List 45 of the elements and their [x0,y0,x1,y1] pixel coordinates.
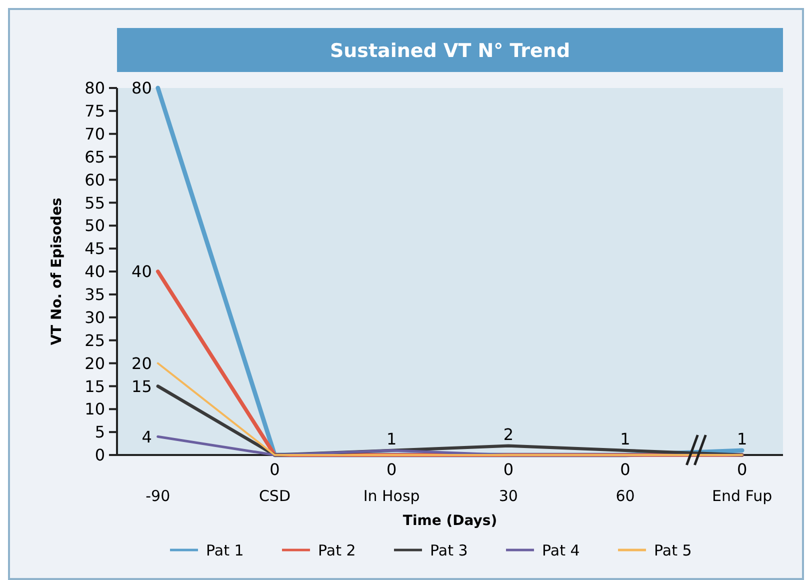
y-tick-label: 35 [84,285,105,304]
legend-label: Pat 2 [318,541,356,560]
x-tick-label: -90 [146,487,170,505]
y-tick-label: 50 [84,216,105,236]
annotation: 0 [503,460,514,479]
annotation: 0 [386,460,397,479]
y-tick-label: 65 [84,147,105,166]
annotation: 4 [142,427,152,446]
y-tick-label: 30 [84,308,105,327]
y-tick-label: 45 [84,239,105,258]
y-tick-label: 10 [84,400,105,419]
y-tick-label: 25 [84,330,105,350]
y-tick-label: 5 [94,422,105,442]
y-tick-label: 75 [84,102,105,121]
annotation: 20 [132,354,152,373]
x-tick-label: 60 [616,487,635,505]
annotation: 1 [737,429,748,448]
annotation: 1 [386,429,397,448]
y-axis-title: VT No. of Episodes [49,198,65,346]
y-tick-label: 20 [84,354,105,373]
chart-title: Sustained VT N° Trend [330,40,570,62]
legend-label: Pat 1 [206,541,244,560]
annotation: 2 [503,424,514,444]
x-axis-title: Time (Days) [402,513,498,529]
y-tick-label: 60 [84,170,105,190]
x-tick-label: 30 [498,487,518,505]
x-tick-label: In Hosp [363,487,420,505]
annotation: 0 [270,460,280,479]
annotation: 40 [132,262,152,282]
y-tick-label: 0 [94,446,105,465]
y-tick-label: 40 [84,262,105,282]
y-tick-label: 55 [84,193,105,212]
annotation: 0 [737,460,748,479]
x-tick-label: End Fup [712,487,772,505]
annotation: 1 [620,429,630,448]
annotation: 15 [132,376,152,396]
legend-label: Pat 3 [430,541,468,560]
annotation: 80 [132,78,152,98]
y-tick-label: 70 [84,124,105,144]
annotation: 0 [620,460,630,479]
legend-label: Pat 5 [654,541,692,560]
x-tick-label: CSD [258,487,291,505]
y-tick-label: 15 [84,376,105,396]
y-tick-label: 80 [84,78,105,98]
legend-label: Pat 4 [542,541,580,560]
